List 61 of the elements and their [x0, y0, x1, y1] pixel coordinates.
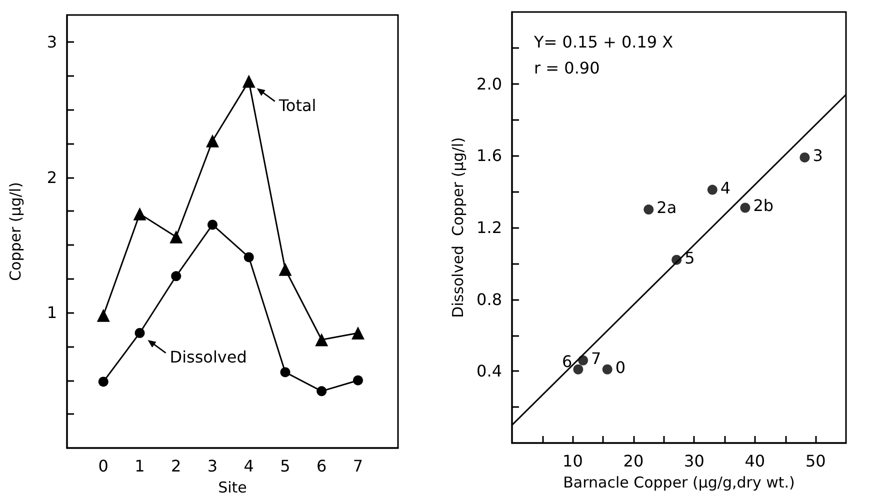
y-tick-label: 2.0: [476, 74, 502, 94]
x-tick-label: 0: [98, 456, 108, 476]
x-tick-label: 20: [623, 452, 644, 470]
annotation: 6: [562, 352, 572, 371]
annotation: Total: [278, 96, 316, 115]
y-axis-title: Dissolved Copper (μg/l): [449, 137, 468, 318]
point: [96, 308, 110, 322]
point: [171, 271, 182, 282]
point: [244, 252, 254, 262]
x-tick-label: 6: [316, 456, 327, 476]
point: [573, 364, 584, 374]
annotation: r = 0.90: [534, 58, 600, 78]
x-tick-label: 40: [744, 452, 766, 470]
point: [280, 367, 290, 378]
annotation: Dissolved: [170, 347, 247, 366]
point: [98, 376, 108, 387]
y-tick-label: 1.2: [476, 218, 502, 237]
point: [707, 184, 718, 195]
point: [134, 328, 145, 338]
x-tick-label: 2: [171, 456, 182, 476]
y-tick-label: 0.8: [476, 290, 502, 309]
point: [672, 254, 682, 265]
point: [353, 375, 363, 386]
point: [206, 134, 219, 148]
annotation: 4: [720, 178, 731, 198]
x-tick-label: 30: [684, 452, 704, 470]
point: [278, 262, 292, 276]
point: [351, 326, 364, 340]
point: [800, 152, 810, 162]
point: [740, 202, 750, 213]
x-axis-title: Barnacle Copper (μg/g,dry wt.): [563, 474, 795, 492]
point: [578, 355, 588, 366]
x-tick-label: 7: [352, 456, 364, 476]
annotation: 0: [615, 358, 626, 377]
annotation: 7: [591, 348, 602, 368]
y-tick-label: 1: [46, 303, 57, 322]
x-tick-label: 4: [244, 456, 254, 476]
y-axis-title: Copper (μg/l): [6, 182, 24, 281]
y-tick-label: 0.4: [476, 362, 502, 381]
x-tick-label: 3: [207, 456, 218, 476]
x-tick-label: 50: [805, 452, 826, 470]
point: [316, 386, 327, 396]
y-tick-label: 2: [46, 168, 57, 187]
point: [315, 333, 328, 346]
annotation: 3: [812, 146, 823, 165]
x-tick-label: 1: [134, 456, 145, 476]
annotation: 5: [684, 248, 695, 268]
x-tick-label: 5: [280, 456, 290, 476]
point: [644, 204, 654, 215]
point: [602, 364, 612, 374]
point: [170, 230, 183, 244]
point: [242, 74, 256, 88]
annotation: Y= 0.15 + 0.19 X: [533, 32, 674, 52]
x-tick-label: 10: [562, 452, 583, 470]
point: [133, 207, 146, 220]
point: [208, 220, 218, 230]
annotation: 2a: [656, 198, 677, 218]
y-tick-label: 3: [46, 32, 57, 52]
annotation: 2b: [753, 196, 774, 216]
x-axis-title: Site: [218, 478, 247, 496]
y-tick-label: 1.6: [476, 146, 502, 166]
